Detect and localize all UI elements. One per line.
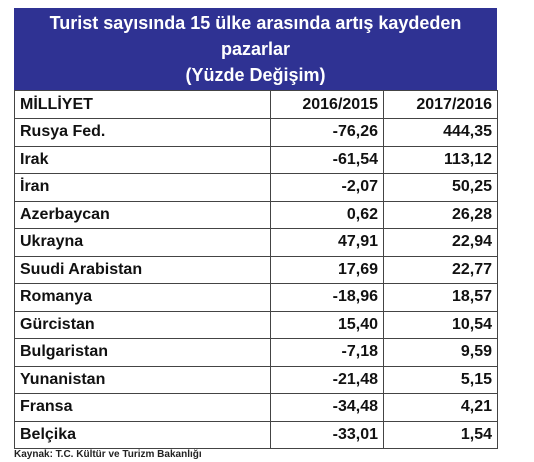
value-cell: 26,28	[383, 200, 498, 229]
country-cell: Gürcistan	[14, 310, 271, 339]
table-row: Azerbaycan 0,62 26,28	[14, 200, 498, 229]
table-row: Suudi Arabistan 17,69 22,77	[14, 255, 498, 284]
value-cell: 1,54	[383, 420, 498, 449]
country-cell: Suudi Arabistan	[14, 255, 271, 284]
value-cell: 10,54	[383, 310, 498, 339]
country-cell: Yunanistan	[14, 365, 271, 394]
country-cell: İran	[14, 173, 271, 202]
column-header: MİLLİYET	[14, 90, 271, 119]
table-row: Irak -61,54 113,12	[14, 145, 498, 174]
value-cell: 113,12	[383, 145, 498, 174]
column-header: 2017/2016	[383, 90, 498, 119]
value-cell: 50,25	[383, 173, 498, 202]
value-cell: 0,62	[270, 200, 384, 229]
title-banner: Turist sayısında 15 ülke arasında artış …	[14, 8, 497, 90]
value-cell: 4,21	[383, 393, 498, 422]
value-cell: 5,15	[383, 365, 498, 394]
value-cell: 17,69	[270, 255, 384, 284]
value-cell: 18,57	[383, 283, 498, 312]
header-row: MİLLİYET 2016/2015 2017/2016	[14, 90, 498, 119]
table-row: Belçika -33,01 1,54	[14, 420, 498, 449]
table-row: Romanya -18,96 18,57	[14, 283, 498, 312]
country-cell: Irak	[14, 145, 271, 174]
value-cell: 47,91	[270, 228, 384, 257]
country-cell: Azerbaycan	[14, 200, 271, 229]
country-cell: Ukrayna	[14, 228, 271, 257]
value-cell: 22,94	[383, 228, 498, 257]
table-row: Bulgaristan -7,18 9,59	[14, 338, 498, 367]
country-cell: Bulgaristan	[14, 338, 271, 367]
value-cell: -34,48	[270, 393, 384, 422]
value-cell: -7,18	[270, 338, 384, 367]
data-table: MİLLİYET 2016/2015 2017/2016 Rusya Fed. -76,…	[14, 90, 498, 449]
value-cell: -18,96	[270, 283, 384, 312]
table-row: Fransa -34,48 4,21	[14, 393, 498, 422]
value-cell: 444,35	[383, 118, 498, 147]
country-cell: Rusya Fed.	[14, 118, 271, 147]
value-cell: -61,54	[270, 145, 384, 174]
country-cell: Belçika	[14, 420, 271, 449]
value-cell: 15,40	[270, 310, 384, 339]
title-line: pazarlar	[220, 39, 291, 59]
title-line: (Yüzde Değişim)	[185, 65, 326, 85]
table-row: İran -2,07 50,25	[14, 173, 498, 202]
table-row: Yunanistan -21,48 5,15	[14, 365, 498, 394]
value-cell: 22,77	[383, 255, 498, 284]
country-cell: Fransa	[14, 393, 271, 422]
title-line: Turist sayısında 15 ülke arasında artış …	[49, 13, 462, 33]
value-cell: -76,26	[270, 118, 384, 147]
value-cell: 9,59	[383, 338, 498, 367]
table-row: Gürcistan 15,40 10,54	[14, 310, 498, 339]
column-header: 2016/2015	[270, 90, 384, 119]
source-note: Kaynak: T.C. Kültür ve Turizm Bakanlığı	[14, 449, 202, 460]
table-row: Ukrayna 47,91 22,94	[14, 228, 498, 257]
table-row: Rusya Fed. -76,26 444,35	[14, 118, 498, 147]
value-cell: -21,48	[270, 365, 384, 394]
value-cell: -33,01	[270, 420, 384, 449]
country-cell: Romanya	[14, 283, 271, 312]
value-cell: -2,07	[270, 173, 384, 202]
